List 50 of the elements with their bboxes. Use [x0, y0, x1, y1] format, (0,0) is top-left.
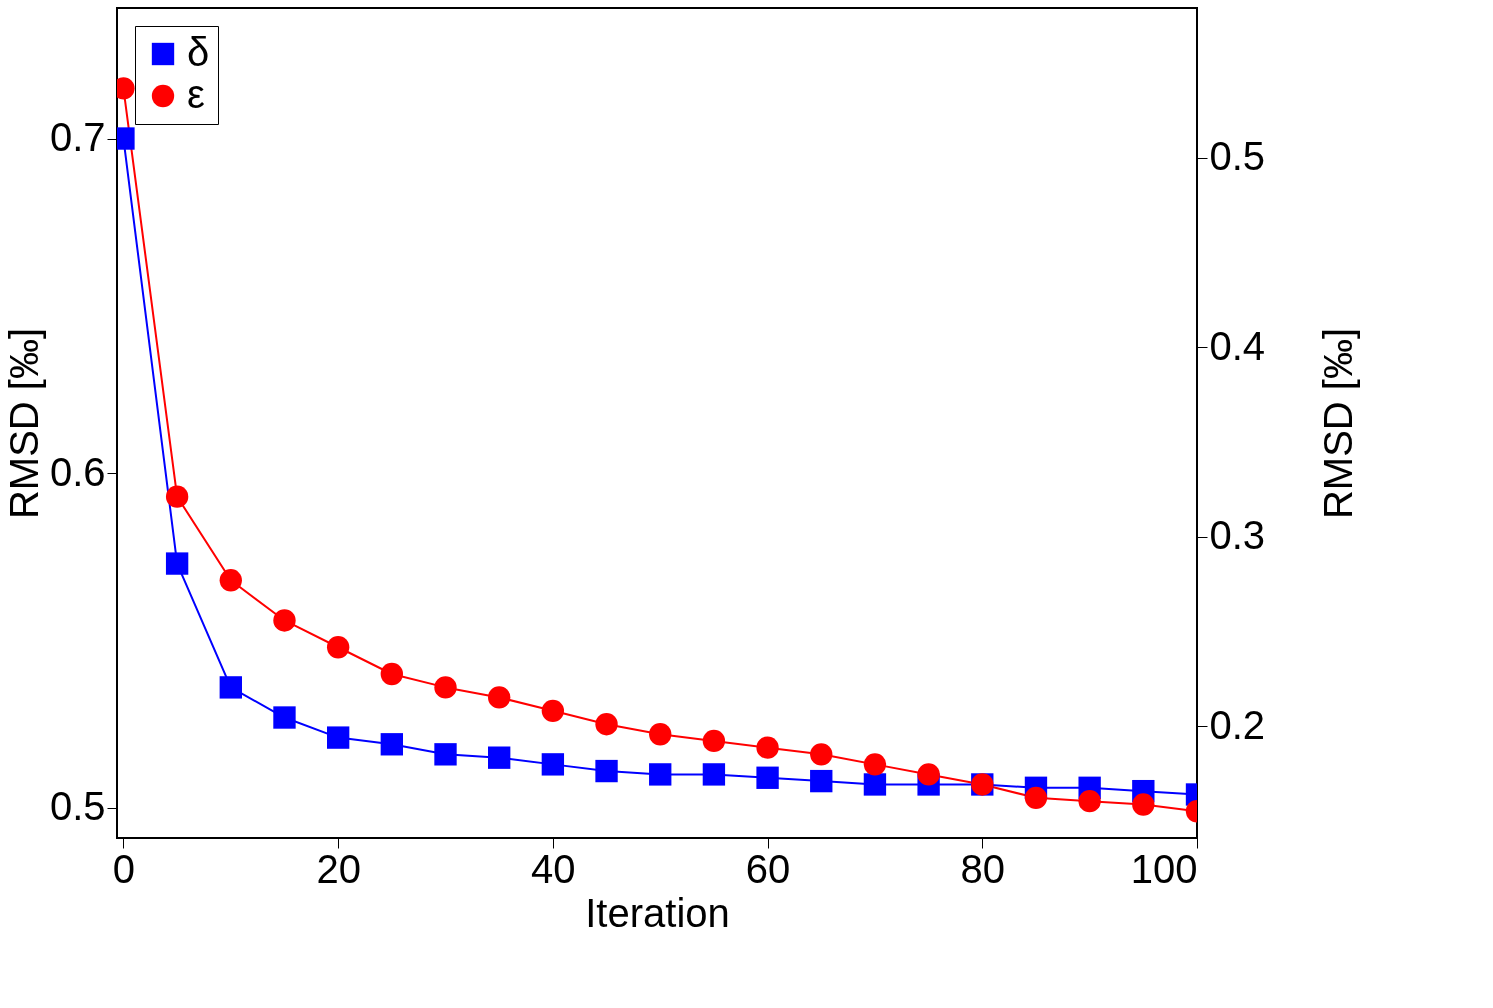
- y2-tick-label: 0.3: [1209, 513, 1266, 558]
- point: [219, 676, 242, 699]
- point: [488, 746, 511, 769]
- y-tick-label: 0.7: [49, 115, 106, 160]
- point: [219, 569, 242, 592]
- point: [380, 662, 404, 686]
- y2-tick-label: 0.4: [1209, 323, 1266, 368]
- y-tick-label: 0.6: [49, 449, 106, 494]
- x-tick-label: 0: [112, 846, 136, 891]
- y2-tick-label: 0.5: [1209, 134, 1266, 179]
- point: [810, 769, 833, 793]
- point: [380, 733, 404, 756]
- point: [1078, 790, 1101, 813]
- point: [917, 763, 940, 786]
- point: [488, 686, 511, 709]
- point: [165, 485, 189, 508]
- point: [595, 759, 618, 783]
- point: [273, 609, 296, 632]
- x-tick-label: 60: [745, 846, 791, 891]
- legend-label: δ: [187, 30, 210, 74]
- point: [863, 753, 887, 776]
- y2-axis-title: RMSD [‰]: [1316, 327, 1361, 520]
- point: [649, 763, 672, 786]
- x-tick-label: 100: [1130, 846, 1198, 891]
- y-tick-label: 0.5: [49, 784, 106, 829]
- x-tick-label: 20: [316, 846, 361, 891]
- point: [434, 743, 457, 766]
- point: [702, 763, 726, 786]
- x-tick-label: 40: [531, 846, 576, 891]
- point: [1132, 793, 1155, 816]
- y2-tick-label: 0.2: [1209, 702, 1266, 747]
- point: [810, 743, 833, 766]
- point: [595, 713, 618, 736]
- point: [165, 552, 189, 575]
- point: [326, 726, 350, 749]
- point: [863, 773, 887, 796]
- point: [649, 723, 672, 746]
- point: [702, 729, 726, 753]
- x-axis-title: Iteration: [585, 890, 730, 935]
- point: [326, 636, 350, 659]
- point: [1024, 786, 1048, 809]
- point: [541, 753, 565, 776]
- point: [434, 676, 457, 699]
- y-axis-title: RMSD [‰]: [1, 327, 46, 520]
- legend-label: ε: [187, 72, 205, 116]
- x-tick-label: 80: [960, 846, 1006, 891]
- point: [756, 766, 779, 789]
- point: [756, 736, 779, 759]
- point: [273, 706, 296, 729]
- point: [541, 699, 565, 722]
